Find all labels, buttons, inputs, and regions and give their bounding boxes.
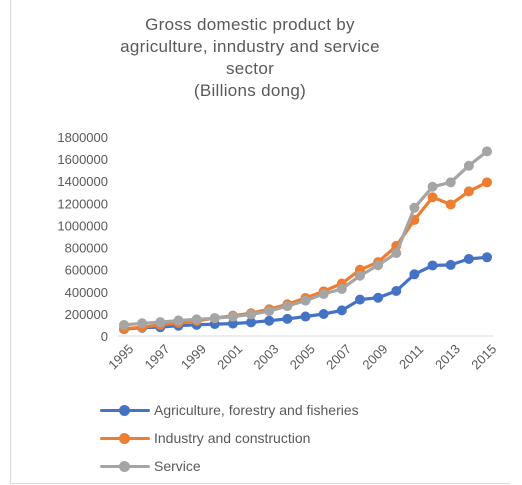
y-tick-label: 800000 <box>65 241 108 256</box>
data-point-series-2 <box>445 177 456 188</box>
y-tick-label: 1600000 <box>57 152 108 167</box>
data-point-series-0 <box>463 253 474 264</box>
data-point-series-2 <box>318 288 329 299</box>
legend-swatch-industry <box>100 431 150 445</box>
data-point-series-2 <box>155 317 166 328</box>
data-point-series-0 <box>373 292 384 303</box>
legend-label-service: Service <box>154 458 201 474</box>
legend-item-service: Service <box>100 452 359 480</box>
data-point-series-0 <box>409 269 420 280</box>
legend-item-industry: Industry and construction <box>100 424 359 452</box>
chart-frame <box>10 0 510 484</box>
x-tick-label: 1995 <box>105 341 136 372</box>
data-point-series-1 <box>482 177 492 188</box>
data-point-series-0 <box>427 260 438 271</box>
x-tick-label: 2015 <box>468 341 499 372</box>
y-tick-label: 1400000 <box>57 174 108 189</box>
x-tick-label: 2001 <box>214 341 245 372</box>
data-point-series-2 <box>427 181 438 192</box>
legend-swatch-agriculture <box>100 403 150 417</box>
data-point-series-2 <box>282 301 293 312</box>
data-point-series-2 <box>336 284 347 295</box>
y-tick-label: 1000000 <box>57 218 108 233</box>
x-tick-label: 2009 <box>359 341 390 372</box>
legend-item-agriculture: Agriculture, forestry and fisheries <box>100 396 359 424</box>
data-point-series-1 <box>445 199 456 210</box>
data-point-series-2 <box>227 311 238 322</box>
data-point-series-2 <box>119 319 129 330</box>
x-tick-label: 2007 <box>323 341 354 372</box>
data-point-series-2 <box>354 270 365 281</box>
data-point-series-2 <box>373 260 384 271</box>
y-tick-label: 600000 <box>65 263 108 278</box>
data-point-series-1 <box>427 192 438 203</box>
data-point-series-0 <box>282 313 293 324</box>
title-line-4: (Billions dong) <box>193 81 307 100</box>
data-point-series-0 <box>246 317 257 328</box>
x-tick-label: 2003 <box>250 341 281 372</box>
title-line-2: agriculture, inndustry and service <box>120 37 380 56</box>
data-point-series-2 <box>264 306 275 317</box>
data-point-series-2 <box>246 309 257 320</box>
data-point-series-2 <box>409 202 420 213</box>
y-tick-label: 1800000 <box>57 130 108 145</box>
series-lines <box>119 146 492 335</box>
data-point-series-2 <box>463 160 474 171</box>
data-point-series-2 <box>300 295 311 306</box>
data-point-series-0 <box>445 259 456 270</box>
data-point-series-0 <box>300 311 311 322</box>
data-point-series-1 <box>463 186 474 197</box>
data-point-series-0 <box>227 318 238 329</box>
data-point-series-2 <box>173 315 184 326</box>
legend-label-industry: Industry and construction <box>154 430 311 446</box>
data-point-series-2 <box>137 318 148 329</box>
title-line-3: sector <box>225 59 275 78</box>
legend-label-agriculture: Agriculture, forestry and fisheries <box>154 402 359 418</box>
y-tick-label: 0 <box>101 329 108 344</box>
x-tick-label: 2005 <box>287 341 318 372</box>
y-tick-label: 200000 <box>65 307 108 322</box>
y-tick-label: 1200000 <box>57 196 108 211</box>
data-point-series-2 <box>482 146 492 157</box>
title-line-1: Gross domestic product by <box>145 15 355 34</box>
axes: 0 200000 400000 600000 800000 1000000 1200000 1… <box>57 130 499 372</box>
x-tick-label: 1999 <box>178 341 209 372</box>
data-point-series-0 <box>318 308 329 319</box>
data-point-series-0 <box>264 315 275 326</box>
chart-title: Gross domestic product by agriculture, i… <box>40 14 460 102</box>
data-point-series-0 <box>354 294 365 305</box>
data-point-series-0 <box>482 252 492 263</box>
data-point-series-0 <box>391 286 402 297</box>
legend: Agriculture, forestry and fisheries Indu… <box>100 396 359 480</box>
x-tick-label: 2011 <box>396 342 426 372</box>
data-point-series-2 <box>209 313 220 324</box>
x-tick-label: 2013 <box>432 341 463 372</box>
data-point-series-2 <box>191 314 202 325</box>
x-tick-label: 1997 <box>142 341 173 372</box>
y-tick-label: 400000 <box>65 285 108 300</box>
series-line-1 <box>122 180 489 331</box>
data-point-series-0 <box>336 305 347 316</box>
data-point-series-2 <box>391 248 402 259</box>
legend-swatch-service <box>100 459 150 473</box>
